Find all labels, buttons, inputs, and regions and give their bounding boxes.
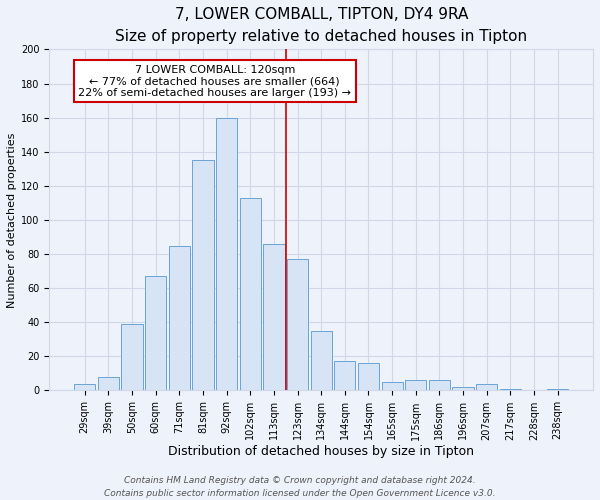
Bar [74,384,95,390]
Bar [169,246,190,390]
Bar [382,382,403,390]
Bar [405,380,427,390]
Text: 7 LOWER COMBALL: 120sqm
← 77% of detached houses are smaller (664)
22% of semi-d: 7 LOWER COMBALL: 120sqm ← 77% of detache… [78,65,351,98]
Y-axis label: Number of detached properties: Number of detached properties [7,132,17,308]
Bar [287,259,308,390]
X-axis label: Distribution of detached houses by size in Tipton: Distribution of detached houses by size … [168,445,474,458]
Bar [192,160,214,390]
Bar [98,377,119,390]
Bar [216,118,237,390]
Bar [145,276,166,390]
Bar [239,198,261,390]
Bar [476,384,497,390]
Bar [500,388,521,390]
Bar [358,363,379,390]
Text: Contains HM Land Registry data © Crown copyright and database right 2024.
Contai: Contains HM Land Registry data © Crown c… [104,476,496,498]
Bar [429,380,450,390]
Bar [121,324,143,390]
Bar [263,244,284,390]
Bar [452,387,474,390]
Bar [547,388,568,390]
Bar [334,362,355,390]
Title: 7, LOWER COMBALL, TIPTON, DY4 9RA
Size of property relative to detached houses i: 7, LOWER COMBALL, TIPTON, DY4 9RA Size o… [115,7,527,44]
Bar [311,330,332,390]
